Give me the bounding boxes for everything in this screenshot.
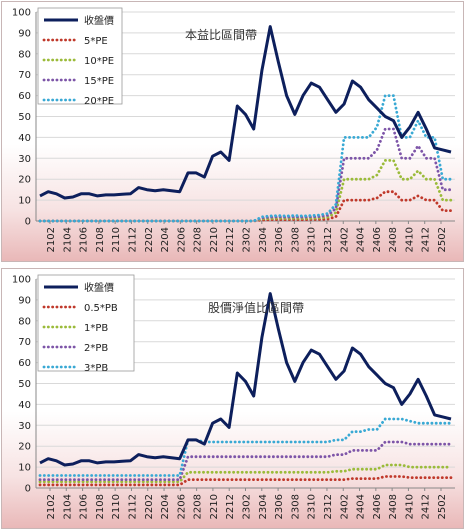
y-tick-label: 10 [18, 463, 31, 474]
series-line-2 [38, 158, 453, 223]
y-tick-label: 100 [12, 275, 31, 286]
chart-title: 本益比區間帶 [185, 28, 257, 42]
y-tick-label: 70 [18, 70, 31, 81]
y-tick-label: 90 [18, 295, 31, 306]
x-tick-label: 2108 [95, 227, 106, 252]
x-tick-label: 2412 [421, 494, 432, 519]
x-tick-label: 2502 [437, 227, 448, 252]
y-tick-label: 10 [18, 196, 31, 207]
x-tick-label: 2208 [193, 227, 204, 252]
y-tick-label: 90 [18, 28, 31, 39]
x-tick-label: 2308 [290, 494, 301, 519]
x-tick-label: 2404 [356, 494, 367, 519]
legend [37, 7, 123, 105]
y-tick-label: 70 [18, 337, 31, 348]
x-tick-label: 2202 [144, 227, 155, 252]
y-tick-label: 60 [18, 358, 31, 369]
x-tick-label: 2206 [176, 227, 187, 252]
y-tick-label: 50 [18, 379, 31, 390]
chart-title: 股價淨值比區間帶 [208, 300, 304, 315]
x-tick-label: 2108 [95, 494, 106, 519]
x-tick-label: 2206 [176, 494, 187, 519]
y-tick-label: 60 [18, 91, 31, 102]
x-tick-label: 2208 [193, 494, 204, 519]
legend-label: 3*PB [84, 363, 108, 374]
x-tick-label: 2212 [225, 494, 236, 519]
x-tick-label: 2410 [404, 227, 415, 252]
series-line-1 [38, 475, 453, 487]
y-tick-label: 40 [18, 133, 31, 144]
y-tick-label: 30 [18, 154, 31, 165]
legend-label: 0.5*PB [84, 303, 118, 314]
x-tick-label: 2410 [404, 494, 415, 519]
x-tick-label: 2102 [46, 227, 57, 252]
series-line-3 [38, 127, 453, 223]
x-tick-label: 2302 [242, 494, 253, 519]
x-tick-label: 2402 [339, 494, 350, 519]
pb-band-chart-svg: 0 10 20 30 40 50 60 70 80 90 100 2102 2104 2106 2108 21… [12, 274, 455, 519]
legend-label: 收盤價 [84, 281, 114, 294]
x-tick-label: 2104 [62, 494, 73, 519]
y-tick-label: 100 [12, 8, 31, 19]
x-tick-label: 2502 [437, 494, 448, 519]
x-tick-label: 2210 [209, 494, 220, 519]
y-tick-label: 0 [25, 484, 31, 495]
x-tick-label: 2312 [323, 227, 334, 252]
x-tick-label: 2112 [127, 227, 138, 252]
x-tick-label: 2212 [225, 227, 236, 252]
x-tick-label: 2408 [388, 494, 399, 519]
x-tick-label: 2412 [421, 227, 432, 252]
x-tick-label: 2402 [339, 227, 350, 252]
x-tick-label: 2304 [258, 494, 269, 519]
y-tick-label: 80 [18, 316, 31, 327]
y-tick-label: 0 [25, 217, 31, 228]
x-tick-label: 2312 [323, 494, 334, 519]
x-tick-label: 2306 [274, 494, 285, 519]
x-tick-label: 2404 [356, 227, 367, 252]
y-tick-label: 20 [18, 442, 31, 453]
x-tick-label: 2310 [307, 494, 318, 519]
legend-label: 20*PE [84, 96, 114, 107]
legend-label: 收盤價 [84, 14, 114, 27]
x-tick-label: 2406 [372, 494, 383, 519]
x-tick-label: 2110 [111, 494, 122, 519]
x-tick-label: 2310 [307, 227, 318, 252]
x-tick-label: 2202 [144, 494, 155, 519]
y-tick-label: 30 [18, 421, 31, 432]
x-tick-label: 2302 [242, 227, 253, 252]
y-tick-label: 50 [18, 112, 31, 123]
x-tick-label: 2308 [290, 227, 301, 252]
legend-label: 10*PE [84, 56, 114, 67]
y-tick-label: 20 [18, 175, 31, 186]
x-tick-label: 2304 [258, 227, 269, 252]
x-tick-label: 2408 [388, 227, 399, 252]
legend-label: 5*PE [84, 36, 108, 47]
x-tick-label: 2112 [127, 494, 138, 519]
x-tick-label: 2106 [79, 227, 90, 252]
series-line-3 [38, 440, 453, 482]
y-tick-label: 80 [18, 49, 31, 60]
series-line-4 [38, 417, 453, 477]
x-tick-label: 2110 [111, 227, 122, 252]
legend [37, 274, 135, 372]
x-tick-label: 2104 [62, 227, 73, 252]
x-tick-label: 2406 [372, 227, 383, 252]
legend-label: 2*PB [84, 343, 108, 354]
pe-band-chart: 0 10 20 30 40 50 60 70 80 90 100 2102 2104 2106 2108 21… [1, 1, 464, 262]
series-line-2 [38, 463, 453, 484]
x-tick-label: 2204 [160, 494, 171, 519]
y-tick-label: 40 [18, 400, 31, 411]
x-tick-label: 2204 [160, 227, 171, 252]
x-tick-label: 2106 [79, 494, 90, 519]
legend-label: 15*PE [84, 76, 114, 87]
x-tick-label: 2102 [46, 494, 57, 519]
series-line-0 [39, 25, 452, 200]
legend-label: 1*PB [84, 323, 108, 334]
series-line-4 [38, 94, 453, 223]
x-tick-label: 2306 [274, 227, 285, 252]
pe-band-chart-svg: 0 10 20 30 40 50 60 70 80 90 100 2102 2104 2106 2108 21… [12, 7, 455, 252]
series-line-0 [39, 292, 452, 467]
x-tick-label: 2210 [209, 227, 220, 252]
pb-band-chart: 0 10 20 30 40 50 60 70 80 90 100 2102 2104 2106 2108 21… [1, 268, 464, 529]
